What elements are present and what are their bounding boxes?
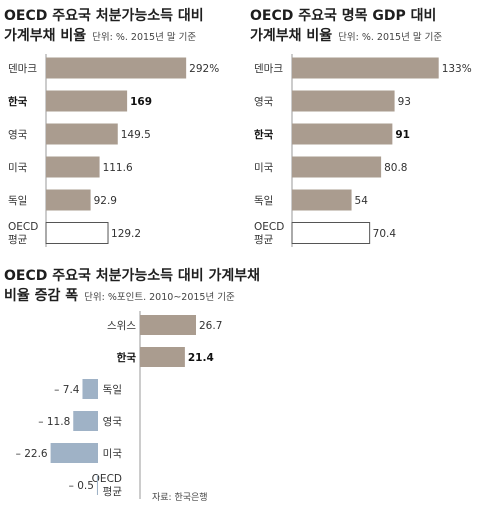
chart3-title-line1: OECD 주요국 처분가능소득 대비 가계부채 [4, 268, 260, 284]
chart3-bar [73, 411, 98, 431]
chart2-bar [292, 189, 352, 211]
chart1-category-label: 한국 [8, 95, 28, 108]
chart2-value-label: 133% [442, 63, 472, 75]
chart2-bar [292, 90, 395, 112]
chart1-bar [46, 123, 118, 145]
chart2-category-label: 한국 [254, 128, 274, 141]
chart2-title-line2-row: 가계부채 비율 단위: %. 2015년 말 기준 [250, 27, 442, 44]
chart3-unit: 단위: %포인트. 2010~2015년 기준 [84, 291, 235, 303]
chart3-value-label: – 11.8 [38, 416, 70, 428]
chart2-plot: 덴마크 133% 영국 93 한국 91 미국 80.8 독일 54 OECD 평균 70.4 [254, 54, 472, 247]
chart1-category-label: 미국 [8, 162, 28, 174]
chart1-value-label: 149.5 [121, 129, 151, 141]
chart2-value-label: 54 [355, 195, 369, 207]
chart2-unit: 단위: %. 2015년 말 기준 [338, 31, 442, 43]
chart1-category-label: 영국 [8, 129, 28, 141]
chart2-category-label: 영국 [254, 96, 274, 108]
chart3-bar [96, 475, 98, 495]
source-note: 자료: 한국은행 [152, 491, 208, 503]
chart1-title-line1: OECD 주요국 처분가능소득 대비 [4, 8, 204, 24]
chart1-category-label: 독일 [8, 194, 27, 207]
chart1-value-label: 292% [189, 63, 219, 75]
chart3-value-label: – 22.6 [16, 448, 48, 460]
chart2-category-label: 미국 [254, 162, 274, 174]
chart3-category-label: 미국 [103, 448, 123, 460]
chart2-bar [291, 222, 371, 244]
chart1-value-label: 169 [130, 96, 152, 108]
chart3-title-line2-row: 비율 증감 폭 단위: %포인트. 2010~2015년 기준 [4, 287, 235, 304]
chart3-category-label: 독일 [103, 383, 122, 396]
chart1-bar [46, 156, 100, 178]
chart2-category-label: 독일 [254, 194, 273, 207]
chart2-category-label: 덴마크 [254, 63, 283, 75]
chart1-value-label: 92.9 [94, 195, 117, 207]
chart2-value-label: 93 [398, 96, 411, 108]
chart1-bar [45, 222, 109, 244]
chart2-category-label: OECD 평균 [254, 221, 284, 246]
chart3-bar [50, 443, 98, 463]
chart2-value-label: 91 [395, 129, 410, 141]
chart3-category-label: 영국 [103, 416, 123, 428]
chart2-bar [292, 123, 393, 145]
chart1-category-label: 덴마크 [8, 63, 37, 75]
chart3-bar [82, 379, 98, 399]
chart3-category-label: 스위스 [107, 319, 136, 332]
chart3-value-label: 21.4 [188, 352, 214, 364]
chart3-category-label: 한국 [117, 351, 137, 364]
chart1-unit: 단위: %. 2015년 말 기준 [92, 31, 196, 43]
chart2-value-label: 80.8 [384, 162, 407, 174]
chart1-bar [46, 189, 91, 211]
chart2-bar [292, 57, 439, 79]
chart3-plot: 스위스 26.7 한국 21.4 독일 – 7.4 영국 – 11.8 미국 – 22.6 OECD… [16, 311, 222, 499]
chart3-category-label: OECD 평균 [92, 473, 123, 498]
chart3-value-label: 26.7 [199, 320, 222, 332]
chart2-value-label: 70.4 [373, 228, 397, 240]
chart1-title-line2-row: 가계부채 비율 단위: %. 2015년 말 기준 [4, 27, 196, 44]
chart1-category-label: OECD 평균 [8, 221, 38, 246]
chart1-value-label: 129.2 [111, 228, 141, 240]
chart3-value-label: – 7.4 [54, 384, 80, 396]
chart2-title-line1: OECD 주요국 명목 GDP 대비 [250, 7, 436, 24]
chart2-bar [292, 156, 382, 178]
chart1-title-line2: 가계부채 비율 [4, 27, 86, 44]
chart1-plot: 덴마크 292% 한국 169 영국 149.5 미국 111.6 독일 92.9 OECD 평균 12… [8, 54, 219, 247]
chart2-title-line2: 가계부채 비율 [250, 27, 332, 44]
chart3-bar [140, 347, 185, 367]
chart1-bar [46, 57, 187, 79]
chart1-value-label: 111.6 [103, 162, 133, 174]
chart3-value-label: – 0.5 [69, 480, 94, 492]
chart1-bar [46, 90, 128, 112]
chart3-bar [140, 315, 196, 335]
chart3-title-line2: 비율 증감 폭 [4, 287, 78, 304]
